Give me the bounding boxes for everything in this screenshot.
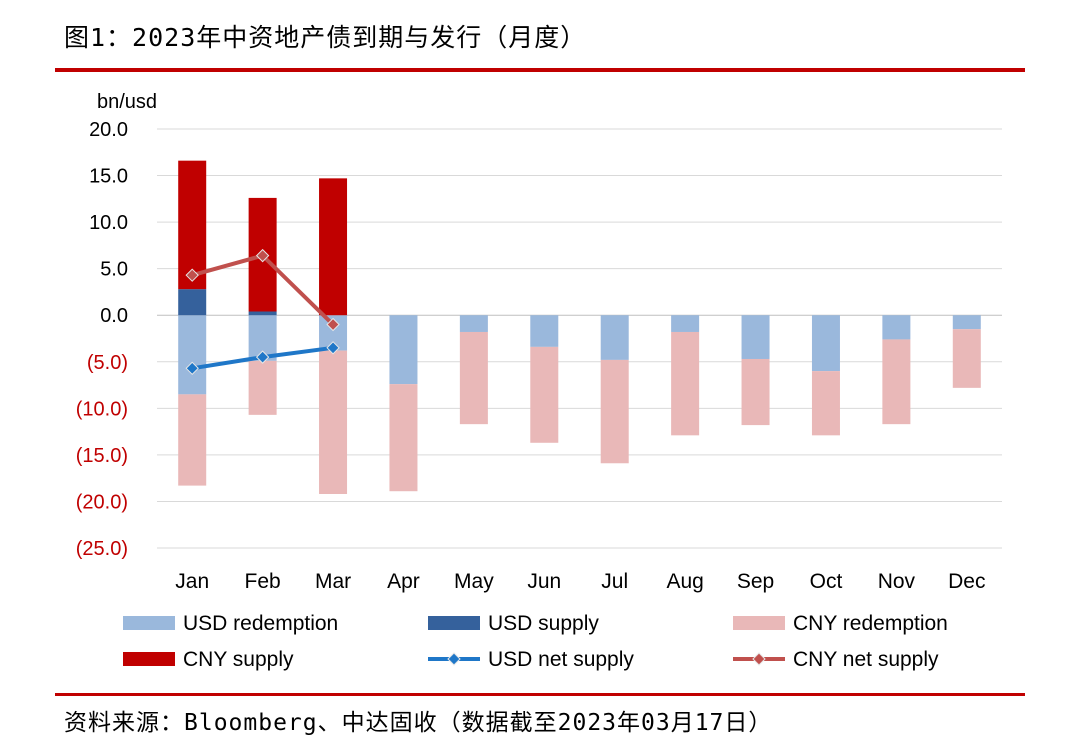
cny-redemption-bar <box>811 371 840 436</box>
usd-redemption-bar <box>530 315 559 347</box>
usd-redemption-bar <box>811 315 840 372</box>
cny-redemption-bar <box>600 359 629 464</box>
x-tick-label: Jun <box>527 570 561 593</box>
cny-redemption-bar <box>459 331 488 425</box>
usd-net-supply-point <box>326 341 340 355</box>
legend-swatch-cny-redemption <box>733 616 785 630</box>
bar-marks <box>178 160 981 494</box>
legend-swatch-usd-supply <box>428 616 480 630</box>
y-tick-label: 5.0 <box>100 259 128 281</box>
usd-supply-bar <box>248 311 277 316</box>
cny-redemption-bar <box>530 346 559 443</box>
y-tick-label: (10.0) <box>76 398 128 420</box>
cny-redemption-bar <box>389 384 418 492</box>
usd-redemption-bar <box>741 315 770 359</box>
cny-supply-bar <box>319 178 348 316</box>
x-tick-label: Apr <box>387 570 420 593</box>
cny-supply-bar <box>178 160 207 290</box>
source-note: 资料来源：Bloomberg、中达固收（数据截至2023年03月17日） <box>64 710 773 736</box>
x-tick-label: Feb <box>245 570 281 593</box>
usd-redemption-bar <box>178 315 207 395</box>
legend-marker-cny-net-supply <box>752 652 766 666</box>
legend: USD redemption USD supply CNY redemption CN… <box>123 612 948 671</box>
usd-net-supply-point <box>185 361 199 376</box>
x-tick-label: Jul <box>601 570 628 593</box>
cny-redemption-bar <box>178 394 207 486</box>
cny-redemption-bar <box>671 331 700 436</box>
x-tick-labels: Jan Feb Mar Apr May Jun Jul Aug Sep Oct Nov Dec <box>175 570 985 593</box>
cny-redemption-bar <box>882 339 911 425</box>
legend-label-usd-net-supply: USD net supply <box>488 648 634 671</box>
legend-label-cny-redemption: CNY redemption <box>793 612 948 635</box>
x-tick-label: Dec <box>948 570 985 593</box>
cny-net-supply-point <box>326 317 340 332</box>
y-tick-labels: 20.0 15.0 10.0 5.0 0.0 (5.0) (10.0) (15.0) (20.0… <box>76 119 128 560</box>
x-tick-label: Oct <box>810 570 843 593</box>
y-tick-label: 0.0 <box>100 305 128 327</box>
cny-net-supply-point <box>185 268 199 282</box>
usd-redemption-bar <box>459 315 488 332</box>
y-tick-label: (25.0) <box>76 538 128 560</box>
usd-redemption-bar <box>952 315 981 330</box>
chart-title: 图1：2023年中资地产债到期与发行（月度） <box>64 23 587 52</box>
bottom-divider <box>55 693 1025 696</box>
top-divider <box>55 68 1025 72</box>
x-tick-label: Sep <box>737 570 774 593</box>
gridlines <box>157 128 1002 549</box>
usd-supply-bar <box>178 289 207 316</box>
usd-redemption-bar <box>600 315 629 360</box>
cny-net-supply-point <box>255 248 270 263</box>
usd-redemption-bar <box>389 315 418 385</box>
legend-label-usd-supply: USD supply <box>488 612 599 635</box>
y-tick-label: 15.0 <box>89 166 128 188</box>
legend-label-cny-net-supply: CNY net supply <box>793 648 939 671</box>
cny-redemption-bar <box>741 358 770 426</box>
y-tick-label: (15.0) <box>76 445 128 467</box>
y-tick-label: (5.0) <box>87 352 128 374</box>
usd-net-supply-point <box>255 350 270 364</box>
stacked-bar-chart: bn/usd 20.0 15.0 10.0 5.0 0.0 (5.0) (10.0) (15.… <box>76 91 1002 671</box>
cny-redemption-bar <box>319 350 348 494</box>
y-axis-label: bn/usd <box>97 91 157 113</box>
y-tick-label: 10.0 <box>89 212 128 234</box>
x-tick-label: May <box>454 570 494 593</box>
y-tick-label: 20.0 <box>89 119 128 141</box>
x-tick-label: Mar <box>315 570 351 593</box>
cny-redemption-bar <box>248 360 277 415</box>
line-marks <box>185 248 340 376</box>
x-tick-label: Nov <box>878 570 916 593</box>
legend-label-cny-supply: CNY supply <box>183 648 294 671</box>
x-tick-label: Aug <box>666 570 703 593</box>
usd-redemption-bar <box>882 315 911 340</box>
legend-swatch-usd-redemption <box>123 616 175 630</box>
legend-label-usd-redemption: USD redemption <box>183 612 338 635</box>
y-tick-label: (20.0) <box>76 491 128 513</box>
x-tick-label: Jan <box>175 570 209 593</box>
cny-redemption-bar <box>952 329 981 388</box>
legend-swatch-cny-supply <box>123 652 175 666</box>
usd-redemption-bar <box>671 315 700 332</box>
legend-marker-usd-net-supply <box>447 652 461 666</box>
